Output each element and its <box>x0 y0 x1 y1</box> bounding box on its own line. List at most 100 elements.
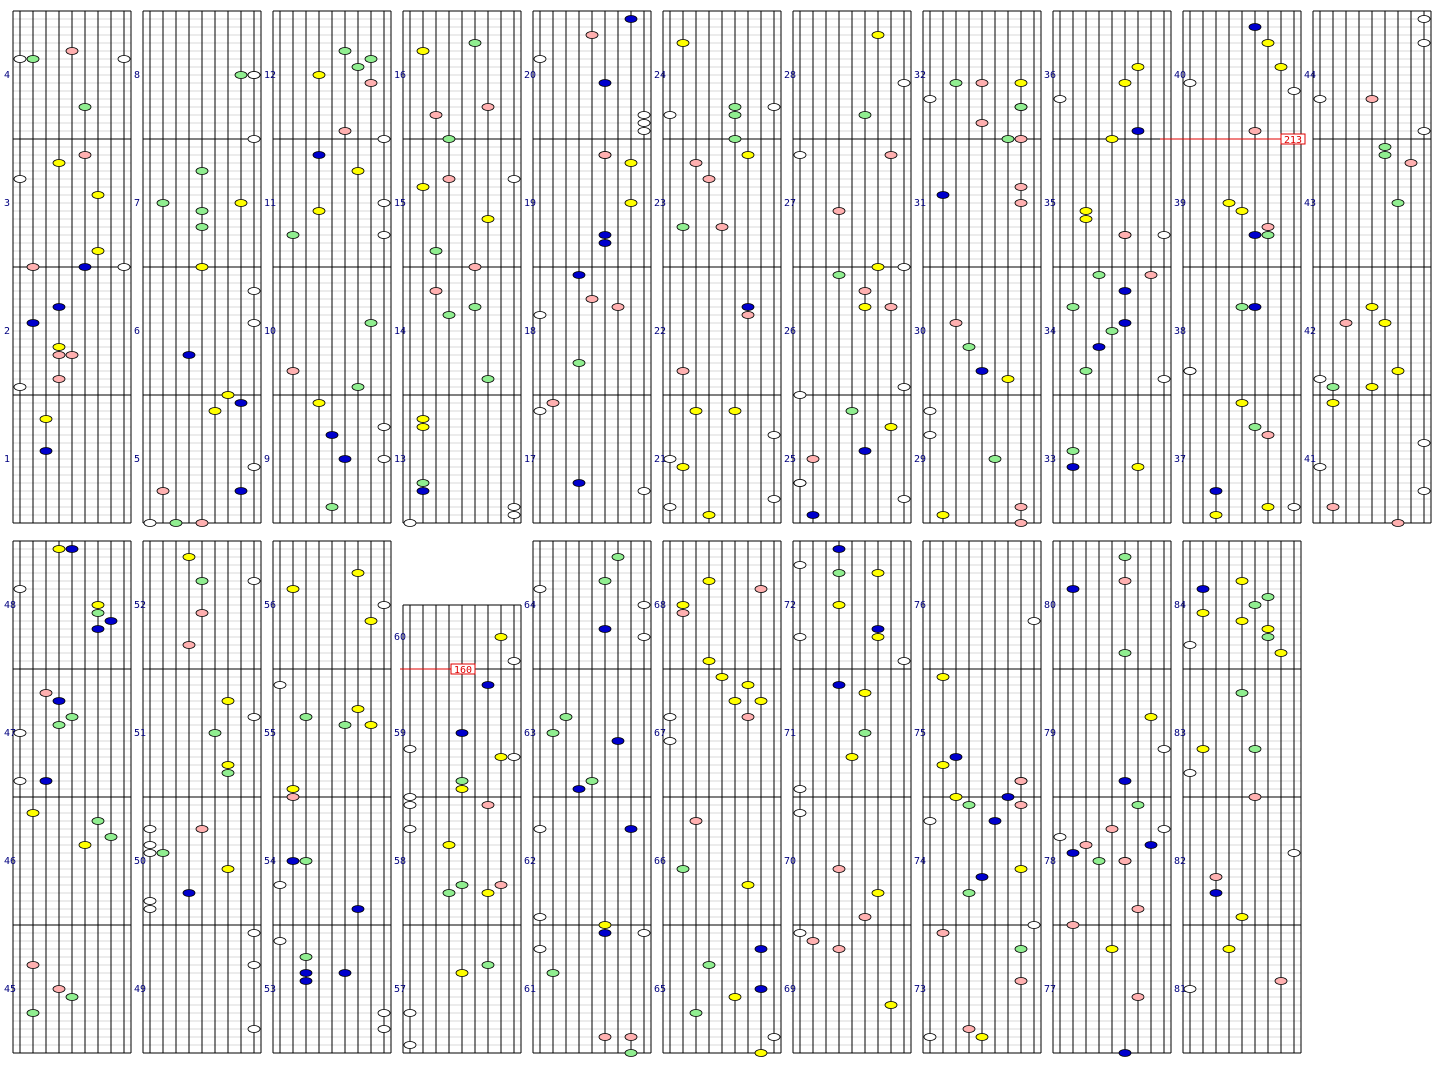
note <box>1157 375 1171 383</box>
note <box>416 47 430 55</box>
note <box>663 455 677 463</box>
note <box>1092 857 1106 865</box>
note <box>585 295 599 303</box>
note <box>832 601 846 609</box>
note <box>1391 519 1405 527</box>
note <box>247 713 261 721</box>
note <box>1222 945 1236 953</box>
note <box>832 569 846 577</box>
note <box>1378 151 1392 159</box>
note <box>858 689 872 697</box>
note <box>26 55 40 63</box>
note <box>1378 143 1392 151</box>
note <box>1079 207 1093 215</box>
note <box>364 721 378 729</box>
note <box>936 511 950 519</box>
note <box>91 817 105 825</box>
note <box>1131 127 1145 135</box>
note <box>156 199 170 207</box>
note <box>104 833 118 841</box>
note <box>416 423 430 431</box>
note <box>416 183 430 191</box>
note <box>1196 585 1210 593</box>
note <box>494 881 508 889</box>
measure-number: 12 <box>264 70 276 81</box>
note <box>208 407 222 415</box>
note <box>871 263 885 271</box>
note <box>1313 95 1327 103</box>
note <box>286 231 300 239</box>
note <box>1365 95 1379 103</box>
note <box>702 577 716 585</box>
measure-number: 50 <box>134 856 146 867</box>
note <box>273 937 287 945</box>
note <box>858 303 872 311</box>
note <box>806 511 820 519</box>
note <box>455 785 469 793</box>
note <box>949 319 963 327</box>
note <box>299 953 313 961</box>
measure-number: 42 <box>1304 326 1316 337</box>
note <box>299 977 313 985</box>
note <box>1105 825 1119 833</box>
measure-number: 72 <box>784 600 796 611</box>
measure-number: 2 <box>4 326 10 337</box>
note <box>338 969 352 977</box>
note <box>533 585 547 593</box>
measure-number: 57 <box>394 984 406 995</box>
note <box>377 135 391 143</box>
note <box>1287 87 1301 95</box>
note <box>689 817 703 825</box>
note <box>1118 79 1132 87</box>
note <box>676 39 690 47</box>
measure-number: 65 <box>654 984 666 995</box>
note <box>338 721 352 729</box>
note <box>1027 617 1041 625</box>
note <box>1313 463 1327 471</box>
measure-number: 9 <box>264 454 270 465</box>
note <box>1417 439 1431 447</box>
note <box>182 351 196 359</box>
note <box>637 111 651 119</box>
measure-number: 10 <box>264 326 276 337</box>
note <box>351 905 365 913</box>
note <box>793 561 807 569</box>
note <box>1157 745 1171 753</box>
note <box>1196 745 1210 753</box>
note <box>975 79 989 87</box>
note <box>1287 503 1301 511</box>
note <box>65 713 79 721</box>
note <box>507 503 521 511</box>
note <box>858 447 872 455</box>
note <box>403 1041 417 1049</box>
measure-number: 8 <box>134 70 140 81</box>
note <box>195 223 209 231</box>
note <box>663 111 677 119</box>
note <box>897 495 911 503</box>
note <box>377 455 391 463</box>
measure-number: 78 <box>1044 856 1056 867</box>
note <box>13 383 27 391</box>
note <box>1183 769 1197 777</box>
measure-number: 49 <box>134 984 146 995</box>
note <box>1014 199 1028 207</box>
note <box>975 367 989 375</box>
note <box>676 367 690 375</box>
note <box>338 455 352 463</box>
measure-number: 43 <box>1304 198 1316 209</box>
note <box>286 585 300 593</box>
measure-number: 20 <box>524 70 536 81</box>
note <box>689 407 703 415</box>
note <box>1287 849 1301 857</box>
measure-number: 15 <box>394 198 406 209</box>
note <box>897 657 911 665</box>
note <box>1014 135 1028 143</box>
note <box>403 825 417 833</box>
measure-number: 37 <box>1174 454 1186 465</box>
note <box>923 431 937 439</box>
note <box>598 1033 612 1041</box>
note <box>767 495 781 503</box>
note <box>65 993 79 1001</box>
note <box>728 103 742 111</box>
